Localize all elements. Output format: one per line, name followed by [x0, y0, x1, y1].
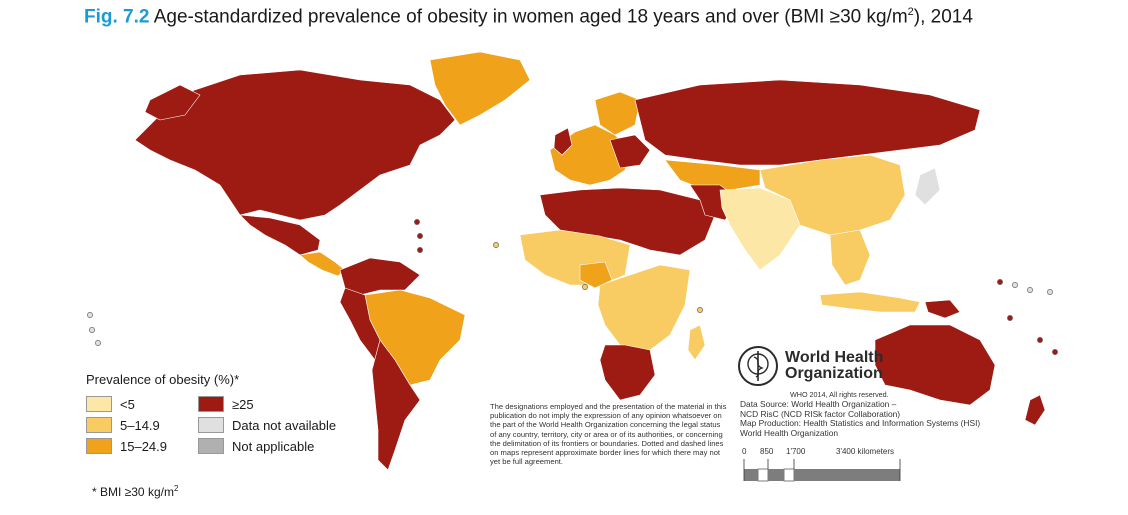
- scale-bar: 0 850 1'700 3'400 kilometers: [742, 447, 901, 482]
- island-marker: [1047, 289, 1053, 295]
- scale-tick-label: 0: [742, 447, 747, 456]
- figure-title: Fig. 7.2 Age-standardized prevalence of …: [84, 6, 973, 28]
- region-southern-cone: [371, 339, 421, 471]
- island-marker: [417, 233, 423, 239]
- who-rights: WHO 2014, All rights reserved.: [790, 390, 889, 399]
- region-greenland: [429, 51, 531, 126]
- legend-item: 15–24.9: [86, 437, 198, 455]
- production-line: World Health Organization: [740, 427, 839, 438]
- legend-item: Not applicable: [198, 437, 346, 455]
- legend-swatch: [198, 417, 224, 433]
- legend-swatch: [198, 438, 224, 454]
- legend: Prevalence of obesity (%)* <5 ≥25 5–14.9…: [86, 372, 346, 455]
- legend-label: ≥25: [232, 396, 254, 412]
- who-emblem-icon: [738, 346, 778, 386]
- region-central-east-africa: [597, 264, 691, 351]
- region-south-asia: [719, 187, 801, 271]
- region-southern-africa: [599, 344, 656, 401]
- region-central-america: [299, 251, 346, 277]
- island-marker: [1052, 349, 1058, 355]
- region-europe-east: [609, 134, 651, 169]
- island-marker: [95, 340, 101, 346]
- island-marker: [997, 279, 1003, 285]
- island-marker: [1007, 315, 1013, 321]
- legend-label: 15–24.9: [120, 438, 167, 454]
- region-japan: [914, 167, 941, 206]
- figure-title-text: Age-standardized prevalence of obesity i…: [153, 6, 908, 28]
- figure-label: Fig. 7.2: [84, 6, 150, 28]
- scale-tick-label: 1'700: [786, 447, 806, 456]
- legend-label: <5: [120, 396, 135, 412]
- region-new-zealand: [1024, 394, 1046, 426]
- island-marker: [414, 219, 420, 225]
- island-marker: [493, 242, 499, 248]
- island-marker: [582, 284, 588, 290]
- who-name-line1: World Health: [785, 349, 884, 366]
- legend-title: Prevalence of obesity (%)*: [86, 372, 240, 387]
- source-line: NCD RisC (NCD RISk factor Collaboration): [740, 408, 901, 419]
- legend-grid: <5 ≥25 5–14.9 Data not available 15–24.9…: [86, 395, 346, 455]
- region-southeast-asia: [829, 229, 871, 286]
- legend-item: 5–14.9: [86, 416, 198, 434]
- region-russia: [634, 79, 981, 166]
- region-australia: [874, 324, 996, 406]
- island-marker: [89, 327, 95, 333]
- footnote: * BMI ≥30 kg/m2: [92, 484, 178, 499]
- region-canada-usa: [134, 69, 456, 221]
- source-line: Data Source: World Health Organization –: [740, 399, 897, 409]
- scale-tick-label: 850: [760, 447, 774, 456]
- region-papua: [924, 299, 961, 319]
- footnote-superscript: 2: [173, 484, 179, 493]
- island-marker: [417, 247, 423, 253]
- legend-item: Data not available: [198, 416, 346, 434]
- island-marker: [1012, 282, 1018, 288]
- legend-item: ≥25: [198, 395, 346, 413]
- region-madagascar: [687, 324, 706, 361]
- island-marker: [1027, 287, 1033, 293]
- disclaimer-text: The designations employed and the presen…: [490, 402, 727, 467]
- island-marker: [87, 312, 93, 318]
- region-nigeria: [579, 261, 613, 289]
- legend-swatch: [86, 396, 112, 412]
- world-map: [87, 51, 1058, 471]
- legend-swatch: [86, 417, 112, 433]
- figure-title-suffix: ), 2014: [913, 6, 973, 28]
- island-marker: [697, 307, 703, 313]
- production-line: Map Production: Health Statistics and In…: [740, 418, 981, 429]
- region-mexico: [239, 214, 321, 256]
- legend-label: 5–14.9: [120, 417, 160, 433]
- legend-item: <5: [86, 395, 198, 413]
- region-china: [759, 154, 906, 236]
- who-name-line2: Organization: [785, 365, 883, 382]
- scale-tick-label: 3'400 kilometers: [836, 447, 894, 456]
- island-marker: [1037, 337, 1043, 343]
- region-scandinavia: [594, 91, 641, 136]
- region-indonesia: [819, 291, 921, 313]
- legend-swatch: [86, 438, 112, 454]
- legend-label: Data not available: [232, 417, 337, 433]
- region-central-asia: [664, 159, 761, 191]
- data-sources: Data Source: World Health Organization –…: [740, 399, 1000, 438]
- title-superscript: 2: [907, 6, 914, 18]
- region-alaska: [144, 84, 201, 121]
- legend-swatch: [198, 396, 224, 412]
- region-uk: [553, 127, 573, 156]
- footnote-text: * BMI ≥30 kg/m: [92, 485, 174, 499]
- legend-label: Not applicable: [232, 438, 315, 454]
- who-logo: World Health Organization: [737, 345, 883, 387]
- region-north-south-america: [339, 257, 421, 296]
